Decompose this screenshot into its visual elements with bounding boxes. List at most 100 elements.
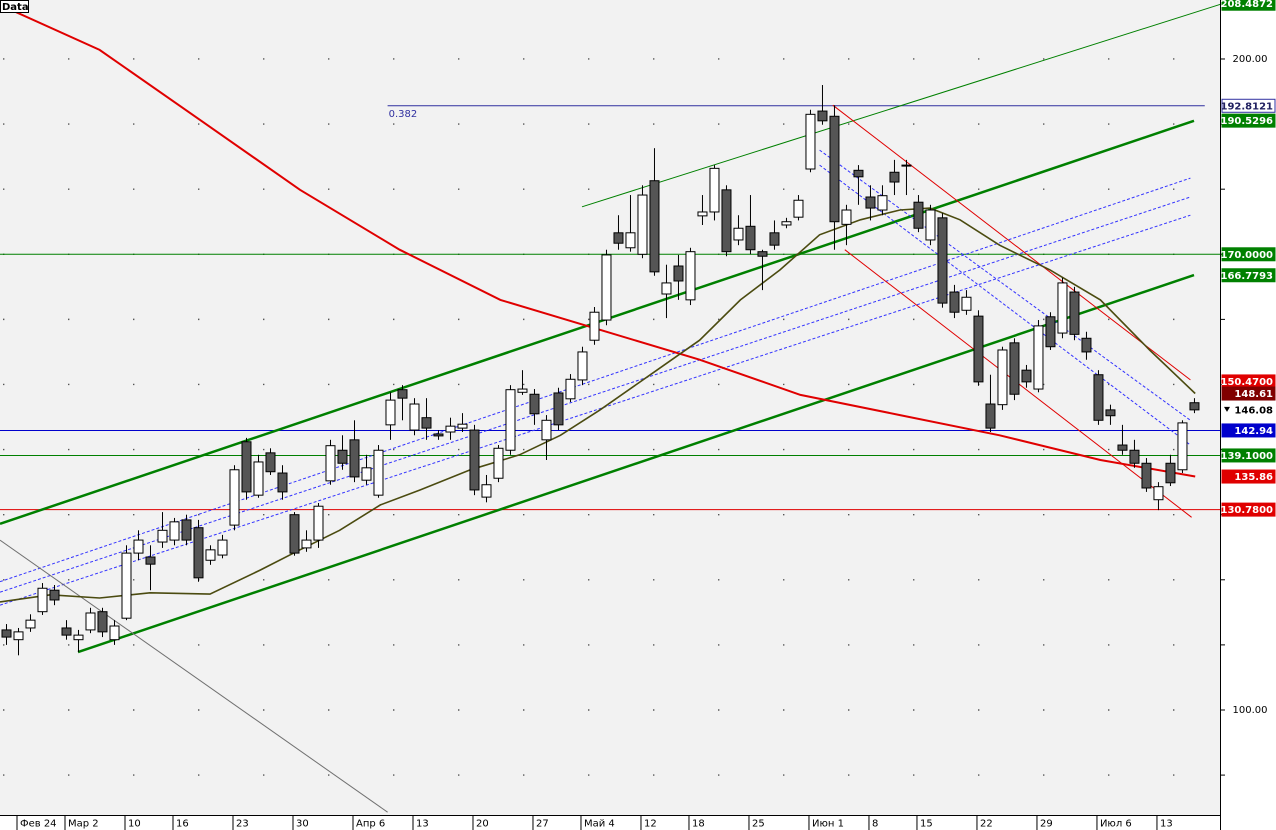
legend-box [0,0,29,13]
candle-body [709,167,720,213]
x-tick-label: 27 [536,819,549,830]
price-label-box [1221,469,1276,484]
candle-body [1093,374,1104,421]
candle-body [637,194,648,255]
candle-body [337,449,348,464]
candle-body [181,519,192,541]
candle-body [301,539,312,549]
candle-body [25,619,36,629]
candle-body [961,296,972,311]
candle-body [589,311,600,341]
price-label: 139.1000 [1220,451,1273,462]
candle-body [121,552,132,619]
candle-body [325,445,336,482]
x-tick-label: 12 [644,819,657,830]
candle-body [289,514,300,554]
candle-body [1081,337,1092,353]
candle-body [157,529,168,543]
candle-body [649,180,660,273]
candle-body [421,417,432,429]
candle-body [1021,369,1032,383]
x-tick-label: 20 [476,819,489,830]
candle-body [721,189,732,253]
candle-body [565,378,576,400]
candle-body [829,115,840,223]
candle-body [505,389,516,451]
candle-body [1,629,12,638]
x-tick-label: 15 [920,819,933,830]
price-label-box [1221,423,1276,438]
price-label: 150.4700 [1220,377,1273,388]
x-tick-label: Апр 6 [356,819,385,830]
candle-body [1045,316,1056,348]
candle-body [529,393,540,415]
price-label: 146.08 [1234,406,1273,417]
moving-average [0,3,1196,478]
candles-layer [1,85,1200,656]
candle-body [661,282,672,295]
candle-body [517,388,528,393]
candle-body [253,461,264,496]
candle-body [901,164,912,167]
x-tick-label: 18 [692,819,705,830]
candle-body [697,211,708,217]
candle-body [673,265,684,282]
candle-body [769,232,780,246]
candle-body [13,631,24,641]
trend-line [819,164,1191,446]
candle-body [949,291,960,313]
trend-line [77,273,1195,654]
price-label-box [1221,113,1276,128]
price-label: 208.4872 [1220,0,1273,10]
candle-body [625,232,636,249]
candle-body [133,539,144,554]
trend-line [581,3,1221,208]
price-label: 148.61 [1234,389,1273,400]
candle-body [973,315,984,383]
candle-body [229,469,240,526]
price-label-box [1221,386,1276,401]
price-label-box [1221,403,1276,418]
price-label: 170.0000 [1220,250,1273,261]
candle-body [1033,325,1044,390]
candle-body [217,539,228,556]
price-label: 135.86 [1234,472,1273,483]
x-tick-label: 8 [872,819,878,830]
candle-body [889,171,900,183]
candle-body [457,423,468,429]
candle-body [1117,444,1128,451]
candle-body [109,625,120,641]
price-labels-layer: 208.4872 192.8121 190.5296 170.0000 166.7793… [1220,0,1276,517]
price-label: 142.94 [1234,426,1273,437]
candle-body [733,227,744,241]
x-tick-label: Фев 24 [20,819,57,830]
x-tick-label: 22 [980,819,993,830]
candle-body [865,196,876,209]
candle-body [205,549,216,561]
candle-body [1009,342,1020,395]
candle-body [613,232,624,244]
candle-body [73,634,84,641]
candle-body [745,225,756,251]
price-label: 190.5296 [1220,116,1273,127]
x-tick-label: 13 [1160,819,1173,830]
trend-line [0,539,388,813]
candle-body [937,217,948,304]
candle-body [685,251,696,301]
candle-body [1141,462,1152,489]
lines-layer [0,3,1221,813]
candle-body [1105,409,1116,417]
x-tick-label: 10 [128,819,141,830]
candle-body [313,505,324,541]
time-axis-background [0,815,1220,830]
candle-body [1189,402,1200,411]
candle-body [805,113,816,170]
candle-body [445,425,456,433]
trend-line [0,214,1191,606]
x-tick-label: 16 [176,819,189,830]
candle-body [1069,291,1080,335]
candle-body [145,556,156,565]
price-label-box [1221,98,1276,113]
